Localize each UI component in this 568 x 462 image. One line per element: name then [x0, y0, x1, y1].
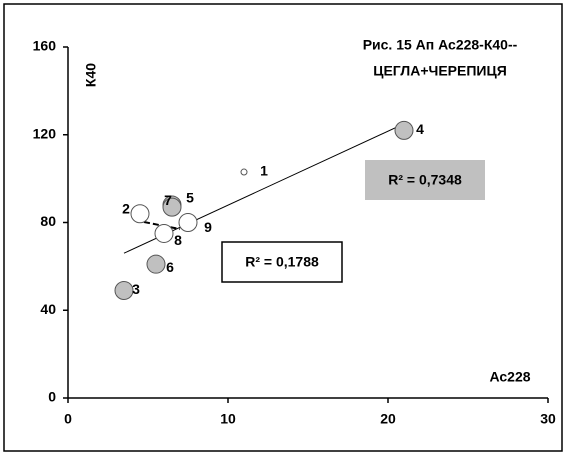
y-tick-label: 40: [40, 301, 56, 317]
y-tick-label: 80: [40, 213, 56, 229]
point-label: 5: [186, 190, 194, 206]
point-label: 4: [416, 121, 424, 137]
frame: [3, 3, 563, 452]
y-tick-label: 120: [33, 125, 57, 141]
chart-title: ЦЕГЛА+ЧЕРЕПИЦЯ: [373, 63, 507, 79]
trendline: [135, 219, 181, 231]
r2-label: R² = 0,1788: [245, 254, 319, 270]
point-label: 7: [164, 192, 172, 208]
chart-title: Рис. 15 Ап Ас228-К40--: [363, 37, 518, 53]
point-label: 8: [174, 232, 182, 248]
point: [394, 120, 414, 140]
y-tick-label: 160: [33, 38, 57, 54]
y-axis-label: К40: [83, 63, 99, 87]
point: [114, 281, 134, 301]
point-label: 9: [204, 219, 212, 235]
point-label: 6: [166, 259, 174, 275]
r2-box: [365, 160, 485, 200]
x-axis-label: Ас228: [489, 369, 530, 385]
point: [146, 254, 166, 274]
x-tick-label: 0: [64, 411, 72, 427]
r2-label: R² = 0,7348: [388, 172, 462, 188]
x-tick-label: 20: [380, 411, 396, 427]
x-tick-label: 30: [540, 411, 556, 427]
point: [178, 213, 198, 232]
point-label: 2: [122, 200, 130, 216]
r2-box: [221, 241, 343, 283]
x-tick-label: 10: [220, 411, 236, 427]
point: [240, 168, 248, 176]
point-label: 3: [132, 281, 140, 297]
y-tick-label: 0: [48, 389, 56, 405]
point: [130, 204, 150, 224]
point-label: 1: [260, 163, 268, 179]
point: [162, 197, 182, 217]
point: [154, 223, 174, 243]
